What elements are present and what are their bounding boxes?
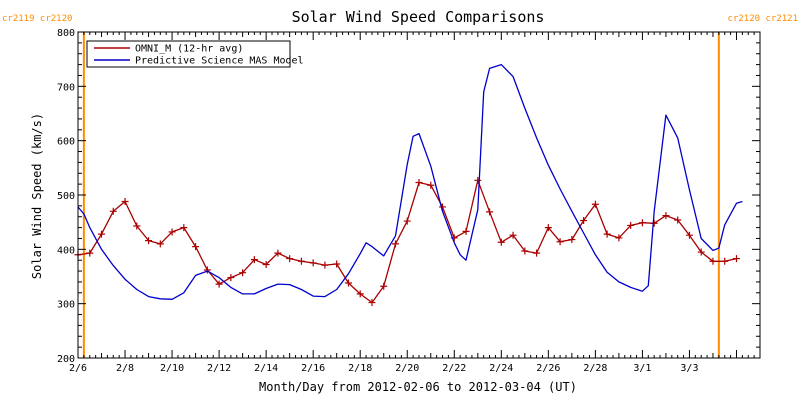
y-tick-label: 400 bbox=[57, 245, 75, 256]
omni-data-point bbox=[98, 230, 106, 238]
x-tick-label: 2/14 bbox=[254, 363, 278, 374]
omni-data-point bbox=[121, 198, 129, 206]
omni-data-point bbox=[615, 234, 623, 242]
x-tick-label: 2/6 bbox=[69, 363, 87, 374]
omni-data-point bbox=[203, 266, 211, 274]
x-tick-label: 2/10 bbox=[160, 363, 184, 374]
omni-data-point bbox=[192, 243, 200, 251]
chart-title: Solar Wind Speed Comparisons bbox=[292, 8, 545, 26]
x-tick-label: 2/8 bbox=[116, 363, 134, 374]
legend-box bbox=[86, 40, 291, 68]
x-tick-label: 3/1 bbox=[633, 363, 651, 374]
omni-data-point bbox=[227, 274, 235, 282]
legend-label: Predictive Science MAS Model bbox=[135, 56, 304, 67]
omni-data-point bbox=[180, 224, 188, 232]
x-tick-label: 2/12 bbox=[207, 363, 231, 374]
omni-data-point bbox=[286, 255, 294, 263]
omni-data-point bbox=[721, 257, 729, 265]
omni-data-point bbox=[509, 231, 517, 239]
omni-data-point bbox=[427, 181, 435, 189]
x-tick-label: 3/3 bbox=[680, 363, 698, 374]
y-tick-label: 700 bbox=[57, 82, 75, 93]
x-tick-label: 2/16 bbox=[301, 363, 325, 374]
omni-data-point bbox=[544, 224, 552, 232]
omni-data-point bbox=[709, 257, 717, 265]
omni-data-point bbox=[732, 255, 740, 263]
plot-frame bbox=[77, 31, 761, 359]
omni-data-point bbox=[415, 179, 423, 187]
omni-data-point bbox=[309, 259, 317, 267]
omni-data-point bbox=[262, 261, 270, 269]
y-tick-label: 600 bbox=[57, 137, 75, 148]
omni-data-point bbox=[568, 236, 576, 244]
omni-data-point bbox=[215, 280, 223, 288]
omni-data-point bbox=[333, 260, 341, 268]
omni-data-point bbox=[297, 257, 305, 265]
omni-data-point bbox=[250, 256, 258, 264]
x-tick-label: 2/24 bbox=[489, 363, 513, 374]
x-tick-label: 2/20 bbox=[395, 363, 419, 374]
x-axis-label: Month/Day from 2012-02-06 to 2012-03-04 … bbox=[259, 380, 577, 394]
omni-series-line bbox=[77, 179, 737, 304]
omni-data-point bbox=[627, 221, 635, 229]
x-tick-label: 2/18 bbox=[348, 363, 372, 374]
omni-data-point bbox=[580, 217, 588, 225]
omni-data-point bbox=[274, 249, 282, 257]
omni-data-point bbox=[591, 200, 599, 208]
omni-data-point bbox=[109, 207, 117, 215]
omni-data-point bbox=[168, 228, 176, 236]
omni-data-point bbox=[521, 247, 529, 255]
omni-data-point bbox=[650, 219, 658, 227]
y-tick-label: 800 bbox=[57, 28, 75, 39]
omni-data-point bbox=[344, 279, 352, 287]
omni-data-point bbox=[662, 212, 670, 220]
legend-label: OMNI_M (12-hr avg) bbox=[135, 44, 243, 55]
omni-data-point bbox=[674, 216, 682, 224]
y-tick-label: 300 bbox=[57, 300, 75, 311]
omni-data-point bbox=[697, 248, 705, 256]
carrington-marker-label: cr2120 cr2121 bbox=[728, 14, 798, 24]
x-tick-label: 2/28 bbox=[583, 363, 607, 374]
omni-data-point bbox=[556, 238, 564, 246]
x-tick-label: 2/26 bbox=[536, 363, 560, 374]
omni-data-point bbox=[133, 222, 141, 230]
omni-data-point bbox=[486, 208, 494, 216]
y-tick-label: 200 bbox=[57, 354, 75, 365]
carrington-marker-label: cr2119 cr2120 bbox=[2, 14, 72, 24]
y-axis-label: Solar Wind Speed (km/s) bbox=[30, 113, 44, 279]
omni-data-point bbox=[239, 269, 247, 277]
omni-data-point bbox=[86, 249, 94, 257]
omni-data-point bbox=[603, 230, 611, 238]
omni-data-point bbox=[638, 219, 646, 227]
omni-data-point bbox=[145, 237, 153, 245]
omni-data-point bbox=[368, 299, 376, 307]
omni-data-point bbox=[380, 282, 388, 290]
omni-data-point bbox=[156, 240, 164, 248]
omni-data-point bbox=[474, 176, 482, 184]
mas-model-series-line bbox=[77, 63, 743, 300]
omni-data-point bbox=[321, 261, 329, 269]
omni-data-point bbox=[391, 240, 399, 248]
omni-data-point bbox=[685, 231, 693, 239]
omni-data-point bbox=[533, 249, 541, 257]
omni-data-point bbox=[356, 290, 364, 298]
omni-data-point bbox=[497, 238, 505, 246]
y-tick-label: 500 bbox=[57, 191, 75, 202]
x-tick-label: 2/22 bbox=[442, 363, 466, 374]
omni-data-point bbox=[403, 217, 411, 225]
omni-data-point bbox=[462, 227, 470, 235]
